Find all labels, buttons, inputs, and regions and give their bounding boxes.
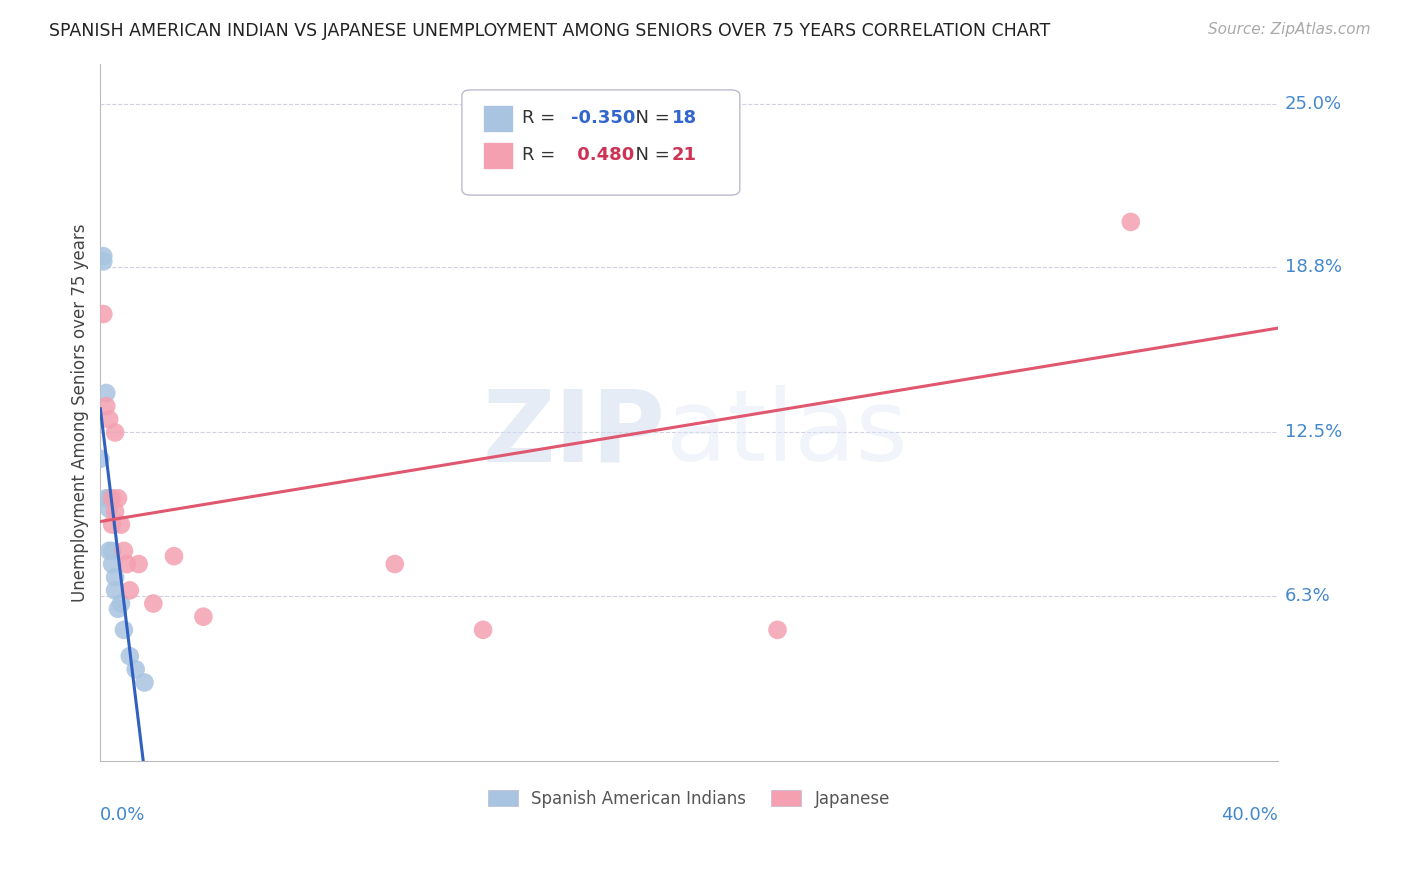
Text: 40.0%: 40.0% xyxy=(1222,806,1278,824)
Point xyxy=(128,557,150,571)
Point xyxy=(384,557,406,571)
Point xyxy=(766,623,789,637)
Point xyxy=(104,583,127,598)
Text: 25.0%: 25.0% xyxy=(1285,95,1343,112)
Text: N =: N = xyxy=(624,145,676,164)
Text: N =: N = xyxy=(624,110,676,128)
Point xyxy=(104,504,127,518)
Bar xyxy=(484,142,513,169)
Text: -0.350: -0.350 xyxy=(571,110,636,128)
Point xyxy=(589,176,612,190)
Text: SPANISH AMERICAN INDIAN VS JAPANESE UNEMPLOYMENT AMONG SENIORS OVER 75 YEARS COR: SPANISH AMERICAN INDIAN VS JAPANESE UNEM… xyxy=(49,22,1050,40)
Text: atlas: atlas xyxy=(665,385,907,483)
Text: ZIP: ZIP xyxy=(482,385,665,483)
Point xyxy=(163,549,186,563)
Legend: Spanish American Indians, Japanese: Spanish American Indians, Japanese xyxy=(479,781,898,816)
Point xyxy=(101,491,124,506)
Point xyxy=(91,254,114,268)
Text: 12.5%: 12.5% xyxy=(1285,424,1343,442)
FancyBboxPatch shape xyxy=(463,90,740,195)
Point xyxy=(142,597,165,611)
Point xyxy=(98,491,121,506)
Text: 0.480: 0.480 xyxy=(571,145,634,164)
Text: 21: 21 xyxy=(672,145,696,164)
Point xyxy=(96,386,118,401)
Text: R =: R = xyxy=(522,110,561,128)
Point xyxy=(112,544,135,558)
Text: R =: R = xyxy=(522,145,561,164)
Point xyxy=(472,623,495,637)
Point xyxy=(98,501,121,516)
Point xyxy=(101,557,124,571)
Point xyxy=(104,425,127,440)
Bar xyxy=(484,105,513,132)
Point xyxy=(110,597,132,611)
Text: Source: ZipAtlas.com: Source: ZipAtlas.com xyxy=(1208,22,1371,37)
Point xyxy=(98,544,121,558)
Point xyxy=(91,307,114,321)
Point xyxy=(101,544,124,558)
Point xyxy=(101,517,124,532)
Point xyxy=(118,649,141,664)
Y-axis label: Unemployment Among Seniors over 75 years: Unemployment Among Seniors over 75 years xyxy=(72,224,89,602)
Point xyxy=(89,451,111,466)
Point xyxy=(125,662,148,676)
Point xyxy=(193,609,215,624)
Point xyxy=(98,412,121,426)
Point xyxy=(96,399,118,413)
Point xyxy=(1119,215,1142,229)
Point xyxy=(91,249,114,263)
Point xyxy=(104,570,127,584)
Point xyxy=(134,675,156,690)
Point xyxy=(107,491,129,506)
Point xyxy=(110,517,132,532)
Text: 6.3%: 6.3% xyxy=(1285,587,1331,605)
Point xyxy=(112,623,135,637)
Point xyxy=(96,491,118,506)
Point xyxy=(115,557,138,571)
Text: 18: 18 xyxy=(672,110,696,128)
Point xyxy=(118,583,141,598)
Text: 0.0%: 0.0% xyxy=(100,806,146,824)
Point xyxy=(107,601,129,615)
Text: 18.8%: 18.8% xyxy=(1285,258,1343,276)
